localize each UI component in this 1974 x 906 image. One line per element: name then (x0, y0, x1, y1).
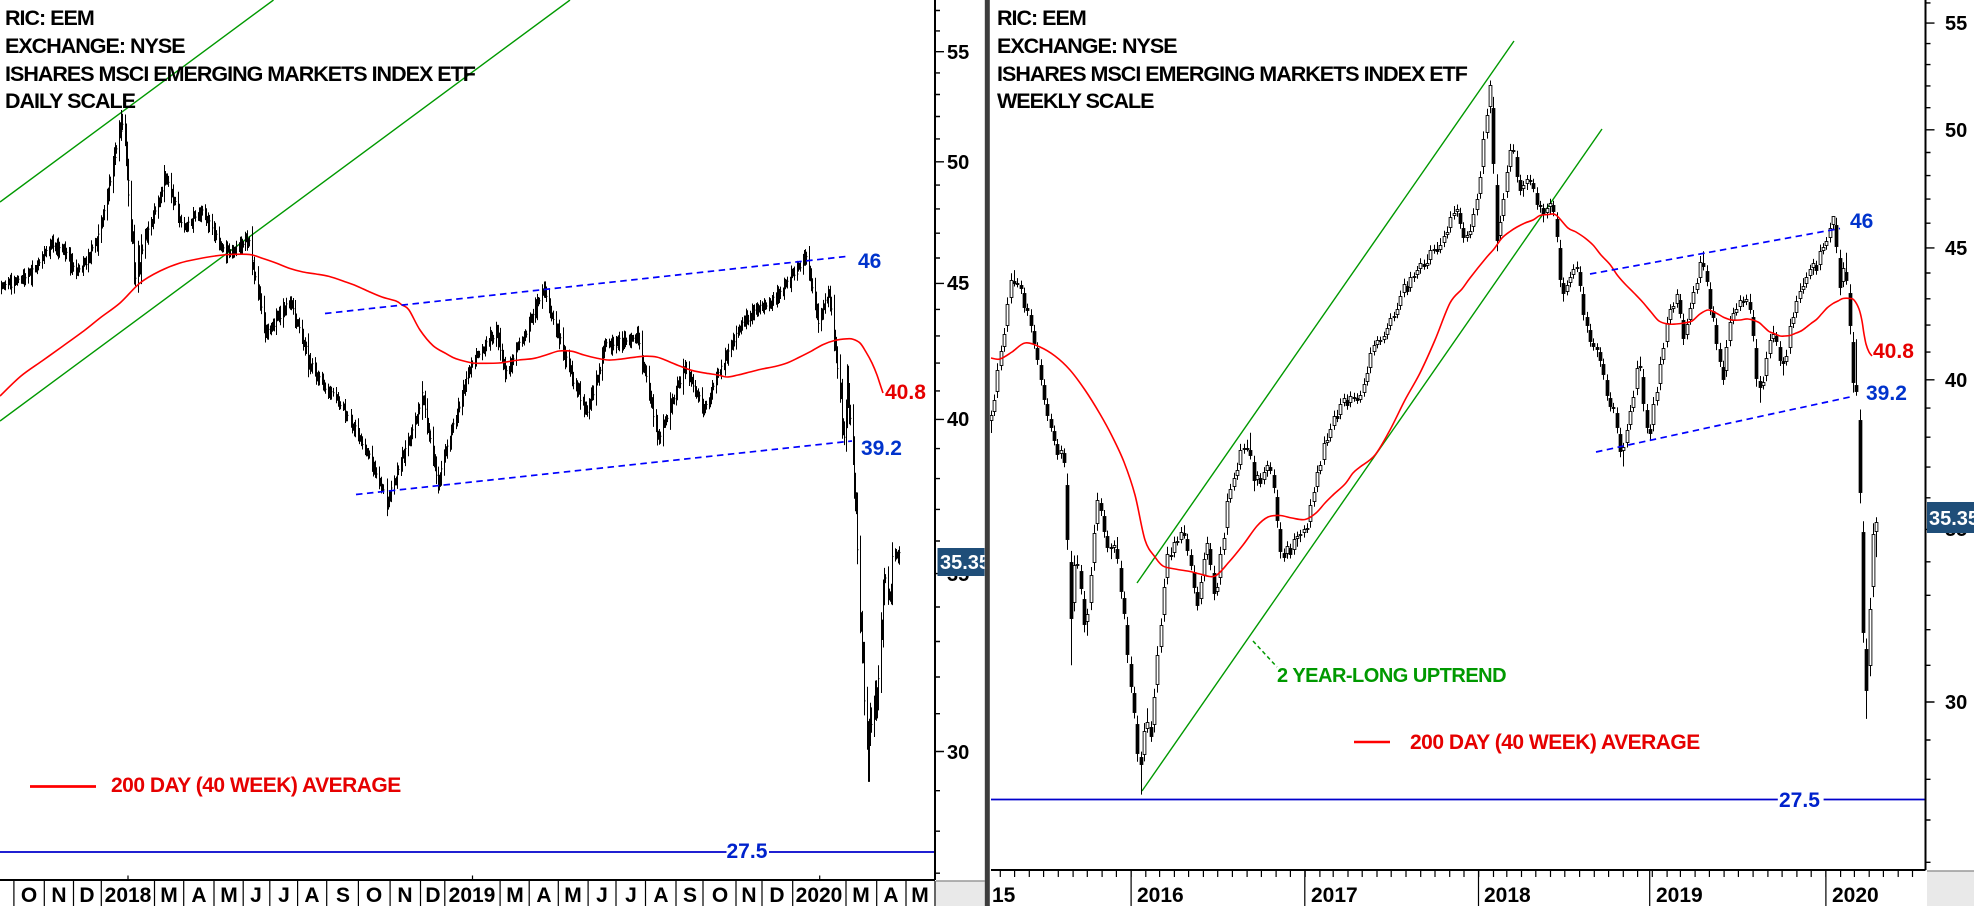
svg-text:A: A (304, 884, 319, 906)
svg-text:D: D (769, 884, 784, 906)
svg-text:J: J (250, 884, 262, 906)
svg-text:40.8: 40.8 (1873, 340, 1914, 363)
svg-text:2019: 2019 (1656, 884, 1703, 906)
svg-text:46: 46 (858, 250, 881, 273)
svg-text:EXCHANGE: NYSE: EXCHANGE: NYSE (997, 34, 1177, 58)
svg-text:S: S (336, 884, 350, 906)
svg-text:200 DAY (40 WEEK) AVERAGE: 200 DAY (40 WEEK) AVERAGE (111, 774, 401, 797)
svg-text:N: N (741, 884, 756, 906)
svg-text:RIC: EEM: RIC: EEM (997, 6, 1086, 30)
svg-text:N: N (51, 884, 66, 906)
svg-text:A: A (191, 884, 206, 906)
svg-text:J: J (596, 884, 608, 906)
svg-text:M: M (852, 884, 870, 906)
svg-text:45: 45 (947, 273, 969, 295)
svg-text:S: S (683, 884, 697, 906)
svg-text:ISHARES MSCI EMERGING MARKETS: ISHARES MSCI EMERGING MARKETS INDEX ETF (5, 62, 476, 86)
svg-text:39.2: 39.2 (1866, 382, 1907, 405)
svg-text:35.35: 35.35 (1929, 508, 1974, 530)
svg-text:J: J (278, 884, 290, 906)
svg-text:ISHARES MSCI EMERGING MARKETS: ISHARES MSCI EMERGING MARKETS INDEX ETF (997, 62, 1468, 86)
svg-text:40: 40 (947, 409, 969, 431)
svg-text:EXCHANGE: NYSE: EXCHANGE: NYSE (5, 34, 185, 58)
svg-text:27.5: 27.5 (727, 840, 768, 863)
svg-text:M: M (564, 884, 582, 906)
svg-text:35.35: 35.35 (940, 552, 990, 574)
svg-text:O: O (21, 884, 37, 906)
svg-text:55: 55 (947, 42, 969, 64)
svg-text:27.5: 27.5 (1779, 789, 1820, 812)
svg-text:O: O (712, 884, 728, 906)
svg-text:45: 45 (1945, 238, 1967, 260)
svg-text:30: 30 (1945, 692, 1967, 714)
svg-text:M: M (160, 884, 178, 906)
svg-text:2019: 2019 (449, 884, 496, 906)
svg-text:N: N (397, 884, 412, 906)
svg-text:2018: 2018 (105, 884, 152, 906)
svg-text:WEEKLY SCALE: WEEKLY SCALE (997, 89, 1154, 113)
svg-text:40.8: 40.8 (885, 381, 926, 404)
svg-text:A: A (536, 884, 551, 906)
svg-text:A: A (653, 884, 668, 906)
svg-text:M: M (506, 884, 524, 906)
svg-text:2016: 2016 (1137, 884, 1184, 906)
svg-text:2020: 2020 (796, 884, 843, 906)
svg-text:2 YEAR-LONG UPTREND: 2 YEAR-LONG UPTREND (1277, 665, 1506, 687)
svg-text:DAILY SCALE: DAILY SCALE (5, 89, 136, 113)
svg-text:D: D (425, 884, 440, 906)
svg-text:39.2: 39.2 (861, 437, 902, 460)
svg-text:2018: 2018 (1484, 884, 1531, 906)
svg-text:O: O (366, 884, 382, 906)
svg-text:50: 50 (1945, 120, 1967, 142)
svg-text:40: 40 (1945, 370, 1967, 392)
svg-text:50: 50 (947, 152, 969, 174)
svg-text:200 DAY (40 WEEK) AVERAGE: 200 DAY (40 WEEK) AVERAGE (1410, 731, 1700, 754)
svg-text:2020: 2020 (1832, 884, 1879, 906)
svg-text:55: 55 (1945, 13, 1967, 35)
svg-text:46: 46 (1850, 210, 1873, 233)
svg-text:M: M (911, 884, 929, 906)
svg-text:15: 15 (992, 884, 1016, 906)
svg-text:30: 30 (947, 742, 969, 764)
svg-text:M: M (220, 884, 238, 906)
svg-text:2017: 2017 (1311, 884, 1358, 906)
svg-text:D: D (79, 884, 94, 906)
svg-text:A: A (883, 884, 898, 906)
svg-text:RIC: EEM: RIC: EEM (5, 6, 94, 30)
svg-text:J: J (625, 884, 637, 906)
